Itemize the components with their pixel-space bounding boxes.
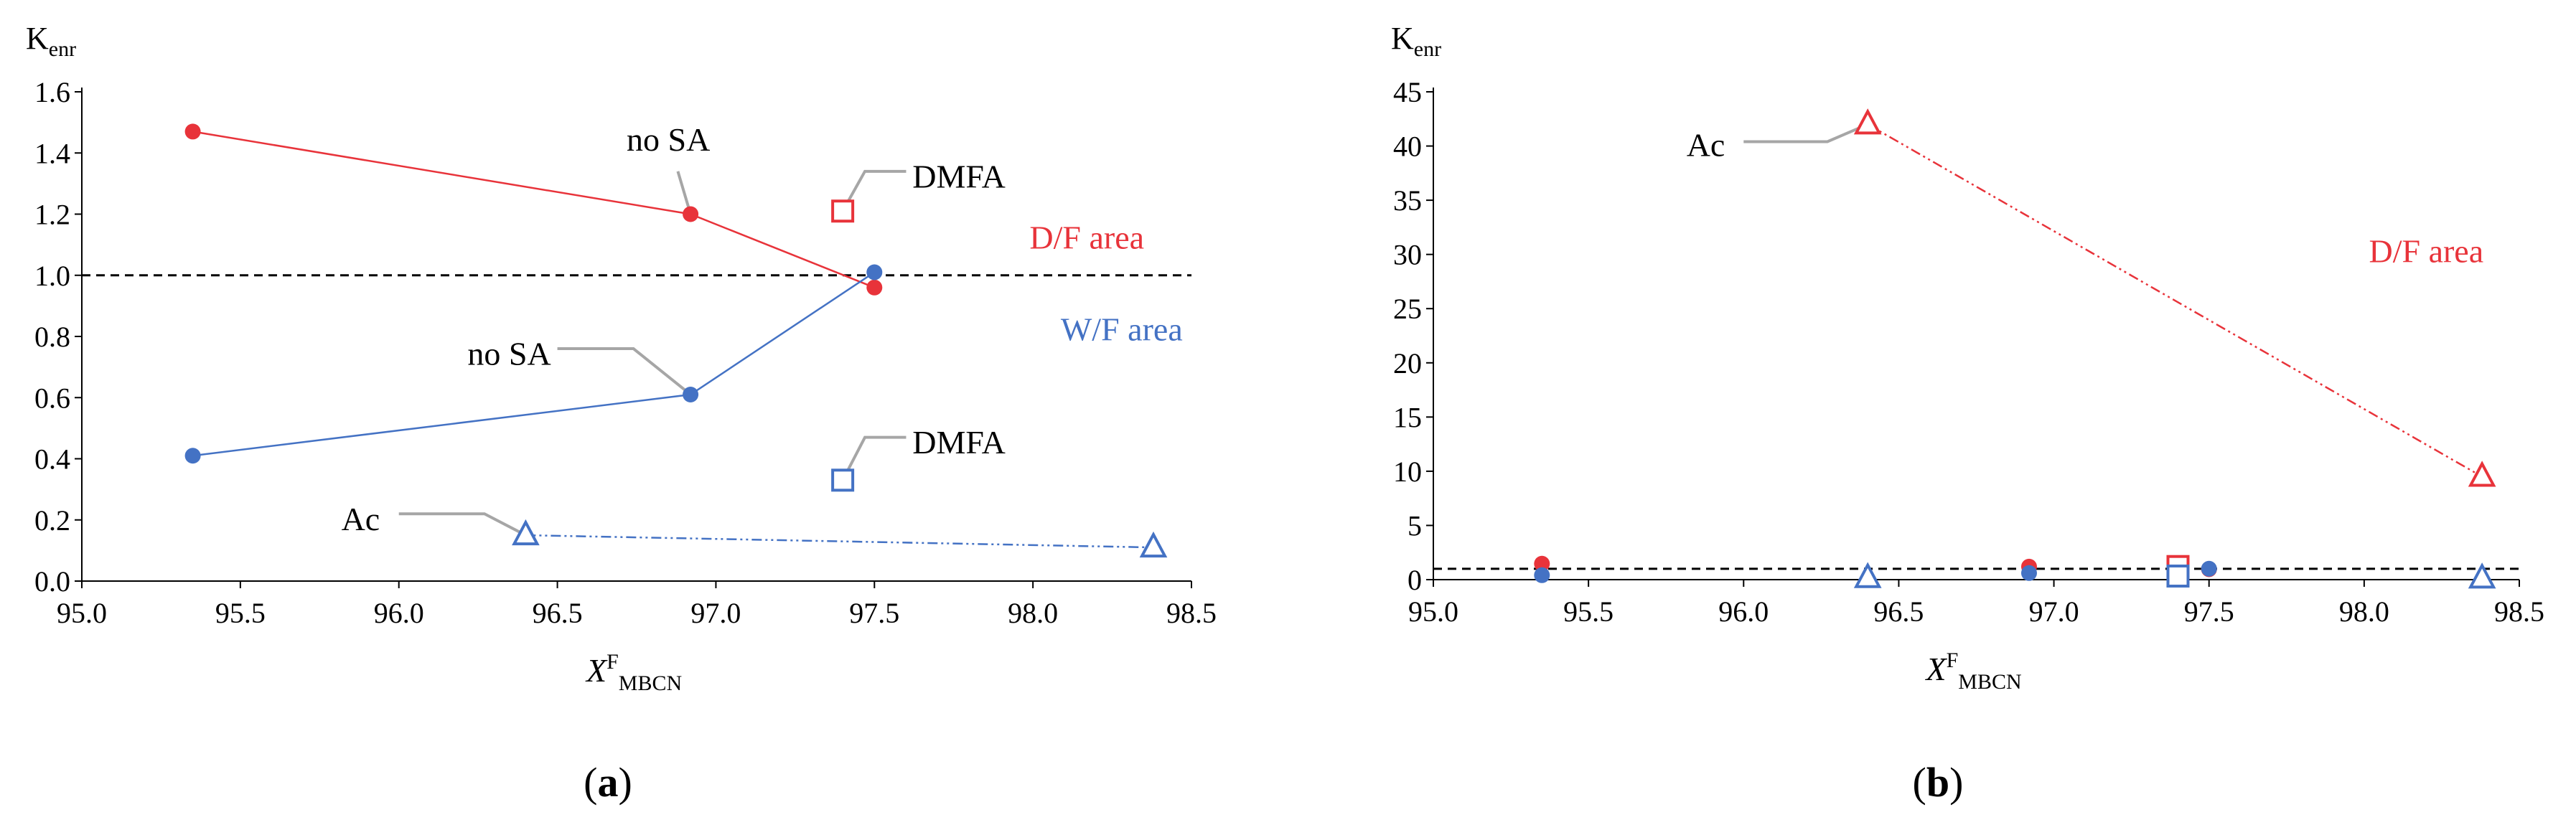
- annotation-dmfa: DMFA: [912, 158, 1006, 194]
- callout-leader: [557, 347, 692, 396]
- data-point-no-sa-d-f: [683, 206, 699, 222]
- x-axis-label-sub: MBCN: [1958, 670, 2021, 694]
- y-tick-label: 10: [1393, 456, 1422, 488]
- panel-label-close: ): [1949, 759, 1963, 806]
- data-point-ac-w-f: [512, 519, 540, 546]
- y-tick-label: 20: [1393, 347, 1422, 379]
- y-tick-label: 0.8: [34, 321, 70, 353]
- y-tick-label: 0.0: [34, 565, 70, 598]
- data-point-ac-w-f: [1139, 531, 1168, 558]
- series-line-ac-w-f: [525, 534, 1154, 549]
- x-tick-label: 96.0: [1718, 595, 1769, 628]
- x-axis-label: XFMBCN: [1925, 649, 2022, 694]
- annotation-ac: Ac: [342, 501, 380, 537]
- x-axis-label-main: X: [585, 652, 608, 689]
- y-tick-label: 30: [1393, 239, 1422, 271]
- y-tick-label: 35: [1393, 184, 1422, 217]
- y-tick-label: 1.4: [34, 137, 70, 169]
- annotation-dmfa: DMFA: [912, 424, 1006, 461]
- panel-label-open: (: [584, 759, 597, 806]
- data-point-no-sa-d-f: [184, 123, 201, 140]
- y-tick-label: 25: [1393, 293, 1422, 325]
- y-axis-label-sub: enr: [49, 37, 76, 61]
- x-tick-label: 98.5: [1166, 597, 1217, 629]
- y-axis-label-main: K: [1391, 21, 1414, 56]
- callout-leader: [398, 512, 527, 537]
- x-tick-label: 95.5: [1563, 595, 1613, 628]
- x-axis-label-sup: F: [606, 650, 619, 674]
- y-tick-label: 1.0: [34, 260, 70, 292]
- x-tick-label: 96.0: [374, 597, 424, 629]
- series-line-ac-d-f: [1867, 123, 2483, 478]
- y-tick-label: 45: [1393, 76, 1422, 108]
- y-axis-label-main: K: [26, 21, 49, 56]
- y-tick-label: 15: [1393, 401, 1422, 433]
- annotation-no-sa: no SA: [467, 336, 551, 372]
- x-tick-label: 98.0: [1008, 597, 1058, 629]
- y-tick-label: 40: [1393, 131, 1422, 163]
- x-tick-label: 95.0: [57, 597, 107, 629]
- data-point-no-sa-w-f: [866, 264, 883, 280]
- annotation-ac: Ac: [1687, 127, 1725, 164]
- panel-label: (a): [584, 759, 632, 806]
- y-axis-label-sub: enr: [1414, 37, 1441, 61]
- data-point-dmfa-w-f: [2166, 565, 2190, 588]
- x-tick-label: 97.5: [849, 597, 899, 629]
- data-point-no-sa-d-f: [866, 279, 883, 296]
- x-axis-label-sup: F: [1947, 649, 1959, 672]
- x-axis-label: XFMBCN: [585, 650, 682, 695]
- data-point-no-sa-w-f: [683, 386, 699, 402]
- panel-label-open: (: [1913, 759, 1926, 806]
- y-tick-label: 0.2: [34, 504, 70, 537]
- data-point-ac-w-f: [1853, 562, 1882, 588]
- y-axis-label: Kenr: [26, 21, 76, 61]
- x-tick-label: 96.5: [1873, 595, 1924, 628]
- callout-leader: [1743, 123, 1868, 143]
- data-point-no-sa-w-f: [2201, 560, 2217, 577]
- data-point-no-sa-w-f: [184, 448, 201, 464]
- panel-label-letter: a: [598, 759, 619, 806]
- y-tick-label: 0.6: [34, 382, 70, 414]
- data-point-dmfa-w-f: [831, 468, 855, 492]
- annotation-w-f-area: W/F area: [1061, 311, 1183, 347]
- x-tick-label: 97.0: [2029, 595, 2079, 628]
- x-tick-label: 95.5: [215, 597, 266, 629]
- callout-leader: [841, 169, 907, 212]
- y-axis-label: Kenr: [1391, 21, 1441, 61]
- data-point-no-sa-w-f: [1534, 567, 1550, 583]
- y-tick-label: 0: [1408, 564, 1422, 596]
- annotation-d-f-area: D/F area: [1029, 220, 1144, 256]
- x-axis-label-sub: MBCN: [619, 671, 682, 695]
- x-tick-label: 95.0: [1408, 595, 1458, 628]
- panel-b: 0 5 10 15 20 25 30 35 40 45 95.0 95.5 96.0 96.5 97.0 97…: [1391, 21, 2544, 806]
- annotation-no-sa: no SA: [627, 121, 710, 158]
- y-tick-label: 1.2: [34, 199, 70, 231]
- y-tick-label: 1.6: [34, 76, 70, 108]
- annotation-d-f-area: D/F area: [2369, 233, 2483, 270]
- y-tick-label: 5: [1408, 509, 1422, 542]
- x-tick-label: 98.0: [2339, 595, 2389, 628]
- x-tick-label: 98.5: [2494, 595, 2544, 628]
- callout-leader: [841, 435, 907, 481]
- data-point-ac-d-f: [2468, 461, 2496, 487]
- series-line-no-sa-d-f: [192, 131, 875, 288]
- data-point-no-sa-d-f: [1534, 555, 1550, 572]
- panel-label-letter: b: [1926, 759, 1949, 806]
- y-tick-label: 0.4: [34, 443, 70, 476]
- panel-label-close: ): [619, 759, 632, 806]
- x-axis-label-main: X: [1925, 651, 1948, 687]
- panel-label: (b): [1913, 759, 1964, 806]
- panel-a: 0.0 0.2 0.4 0.6 0.8 1.0 1.2 1.4 1.6 95.0 95.5 96.0 9…: [26, 21, 1217, 806]
- x-tick-label: 96.5: [533, 597, 583, 629]
- x-tick-label: 97.5: [2184, 595, 2234, 628]
- x-tick-label: 97.0: [690, 597, 741, 629]
- data-point-no-sa-w-f: [2020, 565, 2037, 581]
- data-point-dmfa-d-f: [831, 199, 855, 223]
- data-point-ac-w-f: [2468, 562, 2496, 589]
- data-point-ac-d-f: [1853, 108, 1882, 135]
